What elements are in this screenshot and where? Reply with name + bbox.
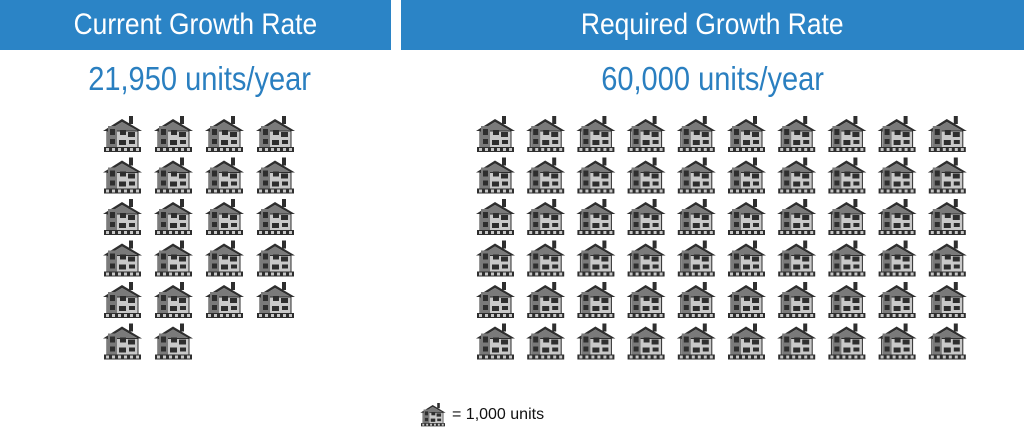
current-growth-header: Current Growth Rate — [0, 0, 391, 50]
house-icon — [826, 198, 867, 236]
house-icon — [525, 157, 566, 194]
house-icon — [525, 115, 566, 153]
house-icon — [927, 157, 968, 194]
house-icon — [255, 240, 296, 277]
current-growth-icons — [102, 115, 296, 360]
house-icon — [575, 281, 616, 319]
house-icon — [676, 281, 717, 319]
house-icon — [877, 240, 918, 277]
house-icon — [877, 281, 918, 319]
house-icon — [475, 198, 516, 236]
house-icon — [575, 115, 616, 153]
house-icon — [726, 157, 767, 194]
house-icon — [676, 198, 717, 236]
house-icon — [826, 323, 867, 360]
required-rate-value: 60,000 units/year — [601, 60, 824, 97]
house-icon — [102, 198, 143, 236]
house-icon — [776, 240, 817, 277]
house-icon — [153, 323, 194, 360]
house-icon — [776, 157, 817, 194]
legend: = 1,000 units — [420, 402, 544, 428]
house-icon — [575, 157, 616, 194]
house-icon — [826, 115, 867, 153]
house-icon — [726, 198, 767, 236]
house-icon — [826, 240, 867, 277]
required-growth-title: Required Growth Rate — [581, 8, 844, 41]
pictogram-chart — [102, 115, 968, 360]
house-icon — [153, 281, 194, 319]
house-icon — [726, 281, 767, 319]
house-icon — [626, 115, 667, 153]
house-icon — [575, 198, 616, 236]
house-icon — [475, 281, 516, 319]
house-icon — [102, 281, 143, 319]
house-icon — [927, 115, 968, 153]
current-rate-value: 21,950 units/year — [88, 60, 312, 97]
current-rate-label: 21,950 units/year — [0, 56, 400, 102]
house-icon — [927, 240, 968, 277]
house-icon — [726, 323, 767, 360]
house-icon — [676, 323, 717, 360]
house-icon — [676, 240, 717, 277]
house-icon — [877, 323, 918, 360]
current-growth-title: Current Growth Rate — [73, 8, 318, 41]
house-icon — [826, 281, 867, 319]
house-icon — [626, 281, 667, 319]
house-icon — [204, 281, 245, 319]
required-rate-label: 60,000 units/year — [401, 56, 1024, 102]
house-icon — [255, 157, 296, 194]
house-icon — [525, 198, 566, 236]
house-icon — [826, 157, 867, 194]
house-icon — [626, 240, 667, 277]
house-icon — [204, 198, 245, 236]
house-icon — [877, 115, 918, 153]
house-icon — [927, 323, 968, 360]
house-icon — [102, 157, 143, 194]
house-icon — [626, 157, 667, 194]
required-growth-icons — [475, 115, 968, 360]
house-icon — [776, 198, 817, 236]
house-icon — [420, 403, 446, 427]
house-icon — [525, 323, 566, 360]
house-icon — [475, 157, 516, 194]
house-icon — [877, 198, 918, 236]
house-icon — [255, 198, 296, 236]
house-icon — [255, 115, 296, 153]
house-icon — [475, 115, 516, 153]
house-icon — [153, 115, 194, 153]
house-icon — [726, 115, 767, 153]
house-icon — [204, 157, 245, 194]
house-icon — [102, 115, 143, 153]
house-icon — [626, 323, 667, 360]
house-icon — [776, 115, 817, 153]
house-icon — [255, 281, 296, 319]
house-icon — [676, 157, 717, 194]
house-icon — [153, 240, 194, 277]
house-icon — [153, 198, 194, 236]
required-growth-header: Required Growth Rate — [401, 0, 1024, 50]
house-icon — [102, 240, 143, 277]
house-icon — [927, 281, 968, 319]
house-icon — [877, 157, 918, 194]
house-icon — [575, 240, 616, 277]
house-icon — [475, 323, 516, 360]
house-icon — [575, 323, 616, 360]
house-icon — [102, 323, 143, 360]
house-icon — [153, 157, 194, 194]
house-icon — [776, 281, 817, 319]
house-icon — [626, 198, 667, 236]
house-icon — [204, 240, 245, 277]
house-icon — [776, 323, 817, 360]
house-icon — [726, 240, 767, 277]
house-icon — [475, 240, 516, 277]
house-icon — [204, 115, 245, 153]
legend-text: = 1,000 units — [452, 406, 545, 423]
house-icon — [525, 281, 566, 319]
house-icon — [927, 198, 968, 236]
house-icon — [525, 240, 566, 277]
house-icon — [676, 115, 717, 153]
